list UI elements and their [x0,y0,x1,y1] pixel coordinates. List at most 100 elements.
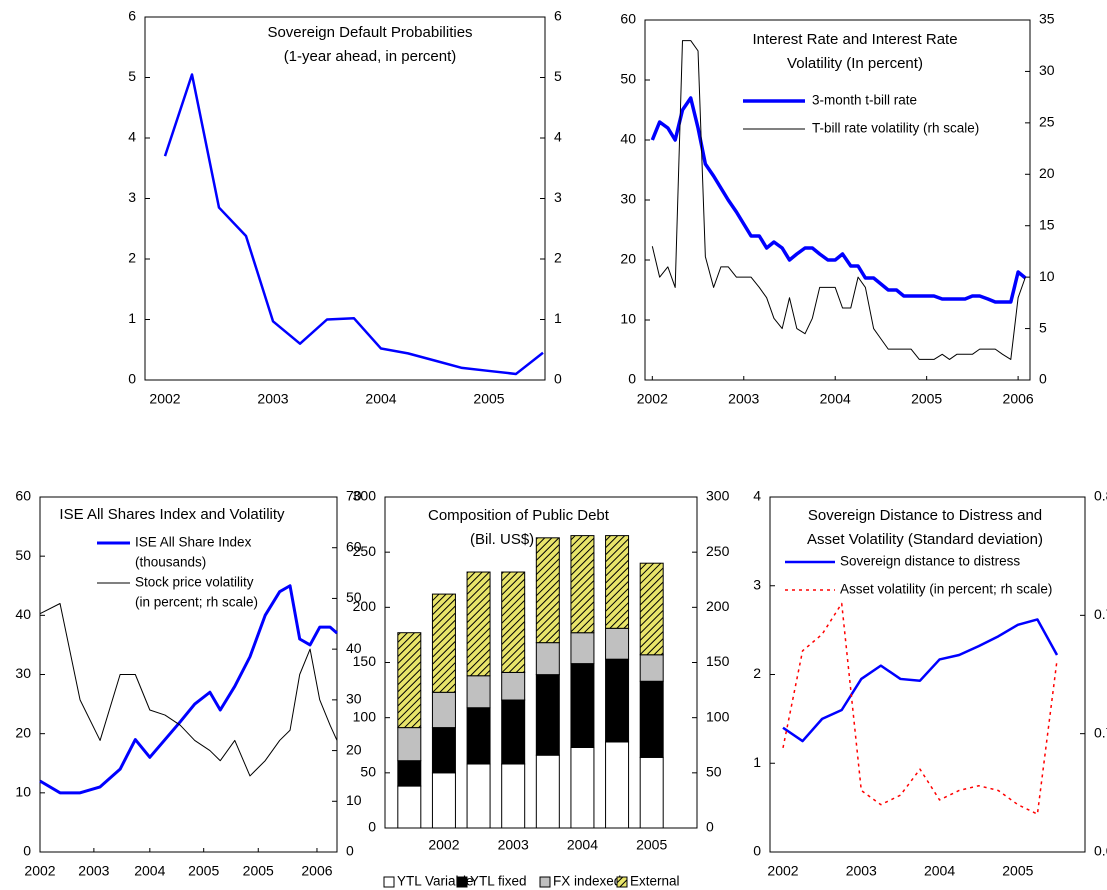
series-line [39,584,338,795]
y2-tick-label: 0.65 [1094,843,1107,859]
bar-segment [501,763,526,829]
y2-tick-label: 70 [346,488,362,504]
legend-label: (in percent; rh scale) [135,595,258,610]
legend-label: ISE All Share Index [135,535,252,550]
bar-segment [466,571,491,677]
y2-tick-label: 50 [706,764,722,780]
series-line [782,602,1058,815]
y-tick-label: 50 [620,71,636,87]
legend-swatch [539,876,551,888]
bar-segment [431,772,456,829]
legend-label: (thousands) [135,555,206,570]
y-tick-label: 300 [353,488,377,504]
y2-tick-label: 1 [554,310,562,326]
y2-tick-label: 5 [554,68,562,84]
y-tick-label: 0 [23,843,31,859]
x-tick-label: 2002 [149,391,180,407]
y2-tick-label: 4 [554,129,562,145]
bar-segment [397,760,422,787]
y2-tick-label: 60 [346,538,362,554]
bar-segment [431,727,456,774]
legend-swatch [383,876,395,888]
y-tick-label: 250 [353,543,377,559]
chart-title: Sovereign Default Probabilities [267,24,472,41]
x-tick-label: 2004 [365,391,396,407]
x-tick-label: 2002 [428,837,459,853]
chart-subtitle: (Bil. US$) [470,531,534,548]
y-tick-label: 20 [620,251,636,267]
y2-tick-label: 0 [346,843,354,859]
bar-segment [397,785,422,829]
bar-segment [501,671,526,701]
x-tick-label: 2005 [473,391,504,407]
y2-tick-label: 2 [554,250,562,266]
legend-label: Sovereign distance to distress [840,554,1020,569]
bar-segment [639,680,664,758]
bar-segment [535,537,560,644]
y-tick-label: 0 [368,819,376,835]
y2-tick-label: 10 [346,792,362,808]
x-tick-label: 2003 [257,391,288,407]
bar-segment [397,632,422,729]
y2-tick-label: 250 [706,543,730,559]
y-tick-label: 10 [620,311,636,327]
x-tick-label: 2003 [78,863,109,879]
series-line [651,40,1026,360]
plot-frame [39,496,338,853]
bar-segment [605,741,630,829]
y-tick-label: 0 [128,371,136,387]
y2-tick-label: 0.75 [1094,606,1107,622]
y-tick-label: 0 [628,371,636,387]
x-tick-label: 2002 [637,391,668,407]
plot-frame [769,496,1086,853]
legend-swatch [456,876,468,888]
bar-segment [605,658,630,743]
x-tick-label: 2004 [567,837,598,853]
bar-segment [466,707,491,765]
y2-tick-label: 25 [1039,114,1055,130]
bar-segment [535,674,560,756]
bar-segment [397,727,422,762]
legend-label: YTL Variable [397,874,474,889]
bar-segment [570,535,595,634]
bar-segment [605,535,630,629]
y2-tick-label: 20 [346,741,362,757]
x-tick-label: 2006 [301,863,332,879]
chart-title: Sovereign Distance to Distress and [808,507,1042,524]
x-tick-label: 2003 [728,391,759,407]
x-tick-label: 2005 [911,391,942,407]
y-tick-label: 150 [353,653,377,669]
y-tick-label: 5 [128,68,136,84]
x-tick-label: 2002 [767,863,798,879]
x-tick-label: 2004 [134,863,165,879]
y2-tick-label: 0.7 [1094,724,1107,740]
x-tick-label: 2005 [243,863,274,879]
y-tick-label: 200 [353,598,377,614]
y2-tick-label: 0 [554,371,562,387]
x-tick-label: 2002 [24,863,55,879]
y2-tick-label: 40 [346,640,362,656]
y2-tick-label: 20 [1039,165,1055,181]
series-line [650,96,1027,304]
y-tick-label: 2 [128,250,136,266]
chart-title: Composition of Public Debt [428,507,610,524]
bar-segment [466,675,491,709]
y-tick-label: 100 [353,708,377,724]
bar-segment [431,593,456,693]
y2-tick-label: 300 [706,488,730,504]
x-tick-label: 2005 [1002,863,1033,879]
bar-segment [570,746,595,829]
y-tick-label: 4 [753,488,761,504]
y2-tick-label: 35 [1039,11,1055,27]
legend-label: External [630,874,680,889]
y-tick-label: 40 [620,131,636,147]
bar-segment [570,632,595,665]
y2-tick-label: 0 [706,819,714,835]
legend-label: 3-month t-bill rate [812,93,917,108]
bar-segment [535,754,560,829]
y-tick-label: 20 [15,724,31,740]
bar-segment [431,691,456,729]
bar-segment [501,699,526,765]
y2-tick-label: 30 [1039,62,1055,78]
